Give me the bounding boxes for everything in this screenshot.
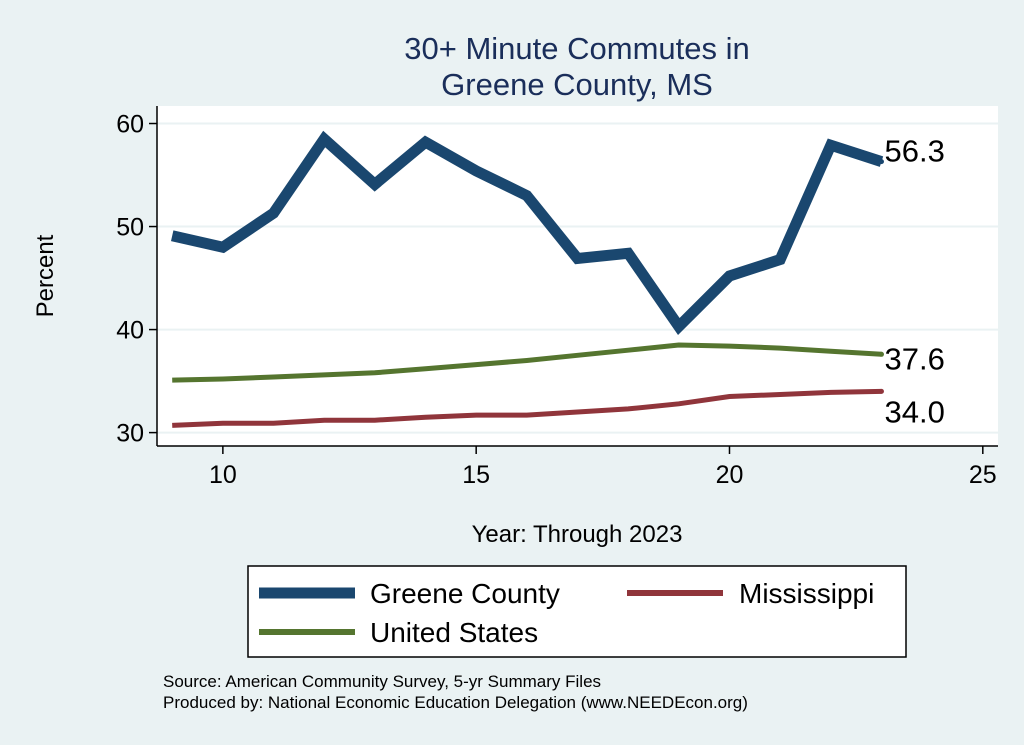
x-tick-label-15: 15 bbox=[462, 461, 490, 489]
y-tick-label-40: 40 bbox=[116, 317, 144, 345]
y-tick-label-60: 60 bbox=[116, 111, 144, 139]
legend-label-mississippi: Mississippi bbox=[739, 578, 874, 609]
plot-area bbox=[157, 106, 998, 446]
end-labels: 56.3 34.0 37.6 bbox=[884, 134, 944, 430]
series-line-united-states bbox=[172, 342, 882, 383]
series-lines bbox=[170, 130, 884, 428]
end-label-greene-county: 56.3 bbox=[884, 134, 944, 169]
y-tick-label-30: 30 bbox=[116, 420, 144, 448]
axes: 30 40 50 60 10 15 20 25 bbox=[116, 106, 998, 489]
x-tick-label-25: 25 bbox=[969, 461, 997, 489]
end-label-united-states: 37.6 bbox=[884, 341, 944, 376]
source-line-2: Produced by: National Economic Education… bbox=[163, 693, 748, 712]
series-line-mississippi bbox=[172, 388, 882, 428]
legend-label-greene-county: Greene County bbox=[370, 578, 560, 609]
y-tick-label-50: 50 bbox=[116, 214, 144, 242]
source-line-1: Source: American Community Survey, 5-yr … bbox=[163, 672, 601, 691]
x-axis-title: Year: Through 2023 bbox=[472, 521, 683, 548]
series-line-greene-county bbox=[170, 130, 884, 336]
series-end-point-united-states bbox=[878, 351, 884, 357]
series-end-point-greene-county bbox=[878, 159, 884, 165]
end-label-mississippi: 34.0 bbox=[884, 394, 944, 429]
chart-title-line-1: 30+ Minute Commutes in bbox=[404, 31, 749, 66]
legend-box bbox=[247, 565, 907, 658]
grid-lines bbox=[157, 122, 998, 434]
x-tick-label-20: 20 bbox=[716, 461, 744, 489]
series-end-point-mississippi bbox=[878, 388, 884, 394]
legend-label-united-states: United States bbox=[370, 617, 538, 648]
x-tick-label-10: 10 bbox=[209, 461, 237, 489]
legend: Greene County Mississippi United States bbox=[247, 565, 907, 658]
chart-title-line-2: Greene County, MS bbox=[441, 67, 713, 102]
y-axis-title: Percent bbox=[32, 234, 59, 317]
